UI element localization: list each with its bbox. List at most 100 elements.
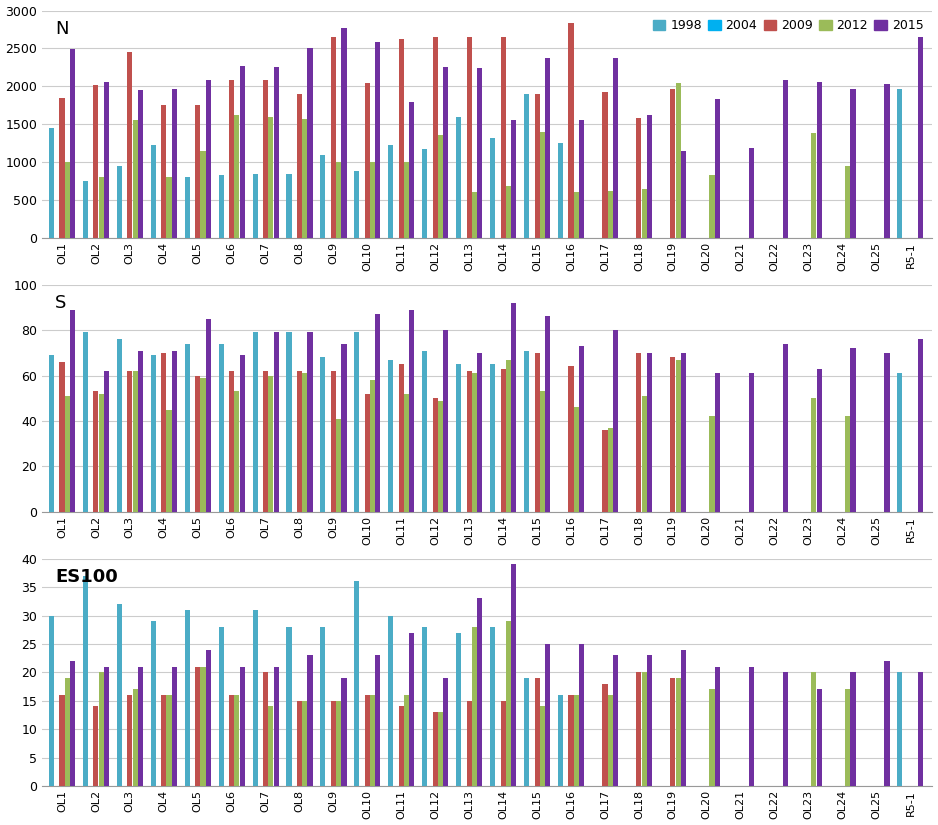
Bar [636, 353, 642, 512]
Bar [811, 672, 816, 786]
Bar [671, 678, 675, 786]
Bar [811, 398, 816, 512]
Bar [128, 52, 132, 238]
Bar [49, 128, 54, 238]
Bar [558, 695, 563, 786]
Bar [675, 83, 681, 238]
Bar [817, 82, 822, 238]
Text: ES100: ES100 [55, 568, 117, 586]
Bar [205, 649, 211, 786]
Bar [229, 695, 234, 786]
Bar [321, 154, 325, 238]
Bar [161, 106, 166, 238]
Bar [138, 667, 143, 786]
Bar [422, 351, 428, 512]
Bar [104, 667, 109, 786]
Bar [574, 408, 579, 512]
Bar [918, 339, 923, 512]
Bar [375, 314, 381, 512]
Bar [252, 174, 258, 238]
Bar [65, 396, 69, 512]
Bar [477, 68, 482, 238]
Bar [681, 353, 686, 512]
Bar [132, 371, 138, 512]
Bar [636, 118, 642, 238]
Bar [195, 106, 200, 238]
Bar [185, 610, 189, 786]
Bar [375, 655, 381, 786]
Legend: 1998, 2004, 2009, 2012, 2015: 1998, 2004, 2009, 2012, 2015 [650, 16, 926, 35]
Bar [205, 318, 211, 512]
Bar [918, 37, 923, 238]
Bar [116, 604, 122, 786]
Bar [399, 706, 404, 786]
Bar [321, 627, 325, 786]
Bar [239, 66, 245, 238]
Bar [268, 116, 273, 238]
Bar [201, 151, 205, 238]
Bar [263, 672, 268, 786]
Bar [456, 633, 461, 786]
Bar [263, 371, 268, 512]
Bar [239, 355, 245, 512]
Bar [161, 353, 166, 512]
Bar [138, 351, 143, 512]
Bar [456, 116, 461, 238]
Bar [302, 700, 308, 786]
Bar [195, 375, 200, 512]
Bar [444, 68, 448, 238]
Bar [234, 392, 239, 512]
Bar [172, 89, 177, 238]
Bar [466, 700, 472, 786]
Text: N: N [55, 20, 68, 38]
Bar [308, 332, 312, 512]
Bar [845, 417, 851, 512]
Bar [355, 332, 359, 512]
Bar [782, 80, 788, 238]
Bar [671, 357, 675, 512]
Bar [388, 144, 393, 238]
Bar [151, 145, 156, 238]
Bar [49, 615, 54, 786]
Bar [501, 37, 506, 238]
Bar [845, 690, 851, 786]
Bar [371, 380, 375, 512]
Bar [70, 50, 75, 238]
Bar [524, 351, 529, 512]
Bar [642, 189, 646, 238]
Bar [506, 621, 511, 786]
Bar [511, 564, 516, 786]
Bar [709, 690, 715, 786]
Bar [219, 175, 223, 238]
Bar [297, 94, 302, 238]
Bar [490, 364, 495, 512]
Bar [506, 360, 511, 512]
Bar [851, 89, 855, 238]
Bar [817, 690, 822, 786]
Bar [782, 672, 788, 786]
Bar [234, 695, 239, 786]
Bar [274, 667, 279, 786]
Bar [336, 419, 341, 512]
Bar [409, 102, 415, 238]
Bar [166, 177, 172, 238]
Bar [501, 700, 506, 786]
Bar [817, 369, 822, 512]
Bar [811, 134, 816, 238]
Bar [201, 378, 205, 512]
Bar [545, 58, 551, 238]
Bar [132, 120, 138, 238]
Bar [422, 149, 428, 238]
Bar [456, 364, 461, 512]
Bar [568, 22, 573, 238]
Bar [83, 576, 88, 786]
Bar [274, 332, 279, 512]
Bar [647, 353, 652, 512]
Bar [885, 661, 889, 786]
Text: S: S [55, 294, 67, 312]
Bar [166, 410, 172, 512]
Bar [602, 92, 608, 238]
Bar [545, 644, 551, 786]
Bar [308, 655, 312, 786]
Bar [185, 344, 189, 512]
